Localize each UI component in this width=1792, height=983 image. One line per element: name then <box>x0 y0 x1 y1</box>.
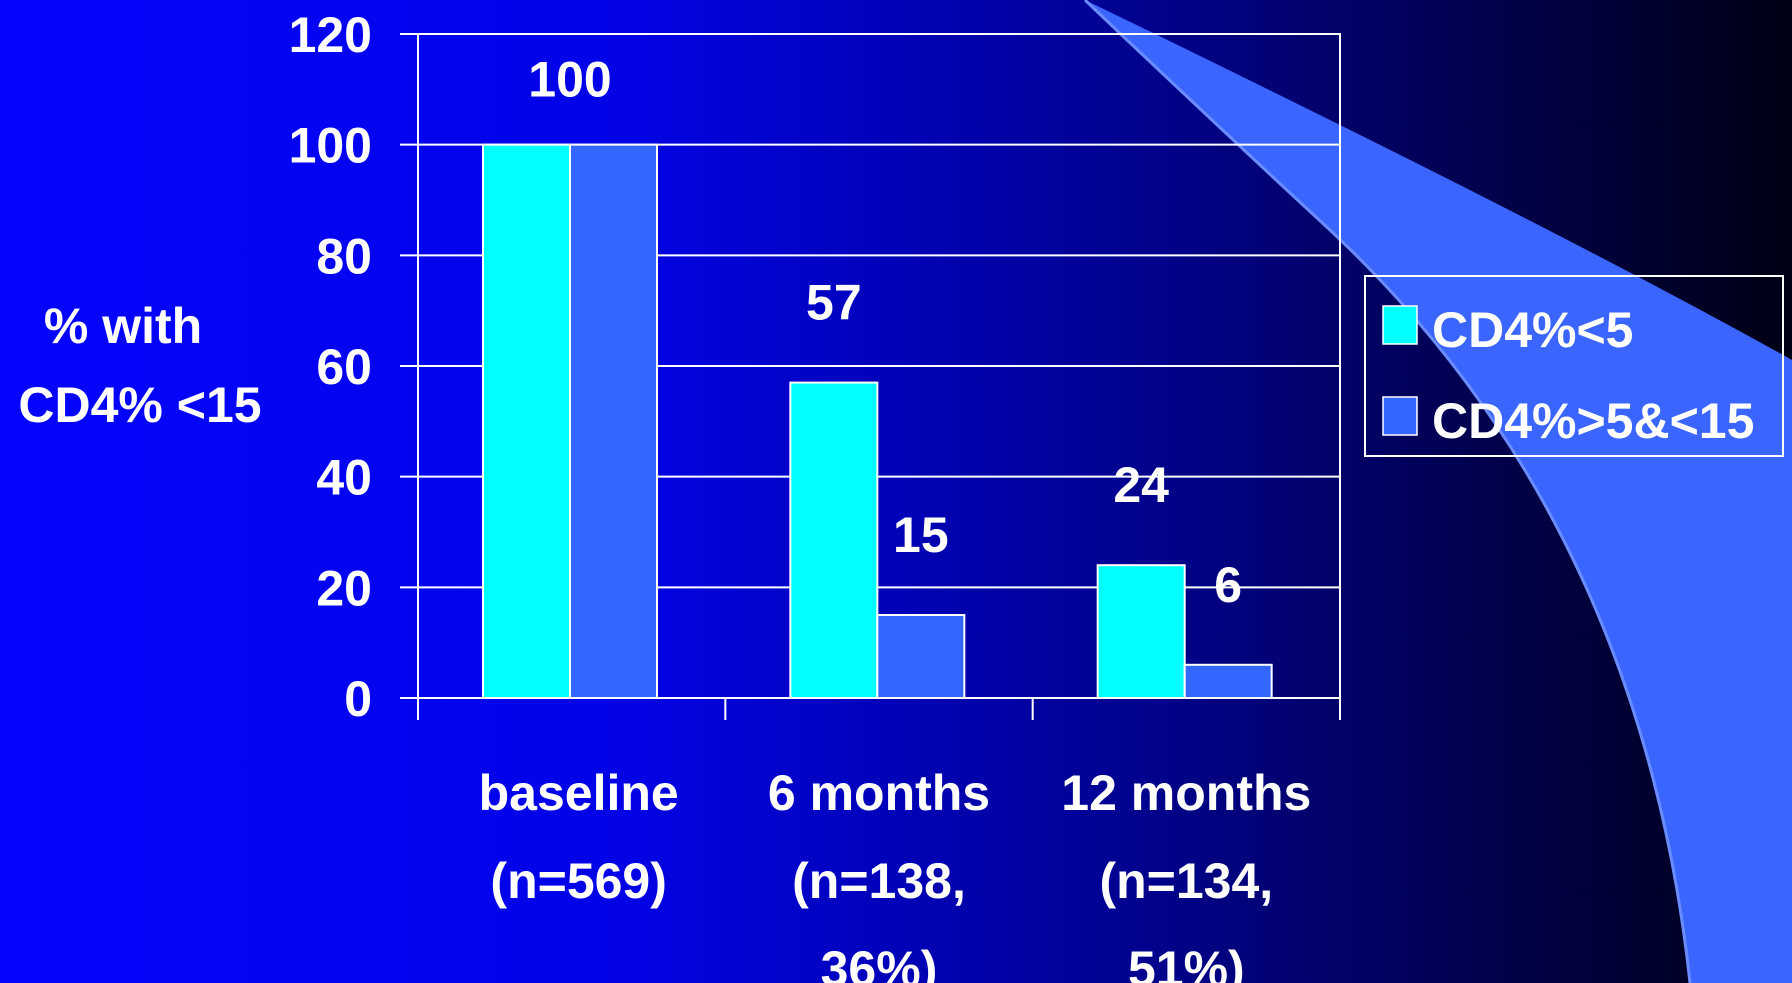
x-category-label: 6 months <box>768 765 990 821</box>
bar-0-0 <box>482 143 571 699</box>
data-label-1-2: 6 <box>1214 557 1242 613</box>
x-category-label: (n=134, <box>1099 853 1273 909</box>
bar-1-2 <box>1183 663 1273 699</box>
data-labels: 100 57 24 15 6 <box>528 52 1242 613</box>
data-label-0-0: 100 <box>528 52 611 108</box>
y-tick-label: 80 <box>316 228 372 284</box>
bar-0-2 <box>1096 564 1186 700</box>
y-tick-label: 60 <box>316 339 372 395</box>
x-category-label: (n=138, <box>792 853 966 909</box>
x-category-label: 36%) <box>821 941 938 983</box>
x-category-label: (n=569) <box>490 853 666 909</box>
y-tick-label: 40 <box>316 450 372 506</box>
x-axis-labels: baseline (n=569) 6 months (n=138, 36%) 12 mon… <box>479 765 1312 983</box>
legend-label-cd4-under-5: CD4%<5 <box>1432 302 1634 358</box>
legend: CD4%<5 CD4%>5&<15 <box>1364 275 1784 457</box>
legend-swatch-cd4-5-to-15 <box>1382 396 1418 436</box>
y-tick-label: 100 <box>289 118 372 174</box>
legend-swatch-cd4-under-5 <box>1382 305 1418 345</box>
y-axis-ticks: 0 20 40 60 80 100 120 <box>289 7 372 727</box>
bars <box>482 143 1273 700</box>
legend-label-cd4-5-to-15: CD4%>5&<15 <box>1432 393 1754 449</box>
x-category-label: baseline <box>479 765 679 821</box>
y-tick-label: 20 <box>316 560 372 616</box>
bar-1-1 <box>876 614 966 699</box>
legend-box <box>1364 275 1784 457</box>
decorative-swoosh <box>1083 0 1792 983</box>
x-category-label: 12 months <box>1061 765 1311 821</box>
bar-1-0 <box>569 143 658 699</box>
data-label-1-1: 15 <box>893 507 949 563</box>
y-tick-label: 120 <box>289 7 372 63</box>
y-axis-label: % with CD4% <15 <box>18 298 261 433</box>
y-tick-label: 0 <box>344 671 372 727</box>
data-label-0-2: 24 <box>1113 457 1169 513</box>
bar-0-1 <box>789 381 879 699</box>
data-label-0-1: 57 <box>806 275 862 331</box>
x-category-label: 51%) <box>1128 941 1245 983</box>
